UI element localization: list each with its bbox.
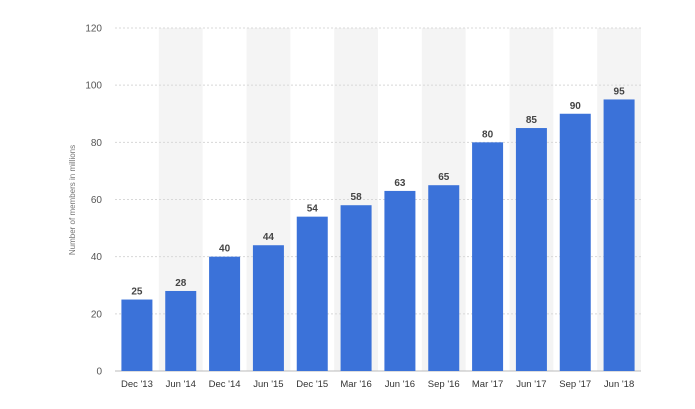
bar <box>472 142 504 371</box>
bar <box>252 245 284 371</box>
x-tick-label: Mar '17 <box>472 379 503 390</box>
x-tick-label: Mar '16 <box>340 379 371 390</box>
bar <box>209 256 241 371</box>
data-label: 44 <box>263 232 275 243</box>
data-label: 63 <box>394 178 406 189</box>
data-label: 65 <box>438 172 450 183</box>
bar <box>428 185 460 371</box>
y-axis-ticks: 0 20 40 60 80 100 120 <box>85 24 102 378</box>
x-axis-ticks: Dec '13 Jun '14 Dec '14 Jun '15 Dec '15 Mar '… <box>121 379 634 390</box>
bar <box>296 216 328 371</box>
x-tick-label: Dec '15 <box>296 379 328 390</box>
x-tick-label: Jun '16 <box>385 379 415 390</box>
gridlines <box>115 27 641 372</box>
data-label: 80 <box>482 129 494 140</box>
x-tick-label: Jun '17 <box>516 379 546 390</box>
y-tick-label: 100 <box>85 81 102 92</box>
x-tick-label: Jun '18 <box>604 379 634 390</box>
data-label: 25 <box>131 287 143 298</box>
x-tick-label: Dec '13 <box>121 379 153 390</box>
data-label: 85 <box>526 115 538 126</box>
data-label: 58 <box>351 192 363 203</box>
x-tick-label: Jun '15 <box>253 379 283 390</box>
bars <box>121 99 635 371</box>
data-label: 40 <box>219 244 231 255</box>
bar <box>515 128 547 371</box>
data-labels: 25 28 40 44 54 58 63 65 80 85 90 95 <box>131 86 625 297</box>
y-tick-label: 80 <box>91 138 103 149</box>
data-label: 90 <box>570 101 582 112</box>
data-label: 54 <box>307 204 319 215</box>
data-label: 28 <box>175 278 187 289</box>
data-label: 95 <box>614 86 626 97</box>
bar <box>121 299 153 371</box>
bar <box>384 190 416 371</box>
x-tick-label: Jun '14 <box>166 379 196 390</box>
bar <box>603 99 635 371</box>
bar <box>165 290 197 371</box>
x-tick-label: Sep '16 <box>428 379 460 390</box>
x-tick-label: Dec '14 <box>209 379 241 390</box>
y-axis-title: Number of members in millions <box>68 145 77 255</box>
y-tick-label: 120 <box>85 24 102 35</box>
bar <box>340 205 372 371</box>
x-tick-label: Sep '17 <box>559 379 591 390</box>
bar <box>559 113 591 371</box>
y-tick-label: 60 <box>91 195 103 206</box>
y-tick-label: 40 <box>91 252 103 263</box>
y-tick-label: 20 <box>91 309 103 320</box>
y-tick-label: 0 <box>96 367 102 378</box>
